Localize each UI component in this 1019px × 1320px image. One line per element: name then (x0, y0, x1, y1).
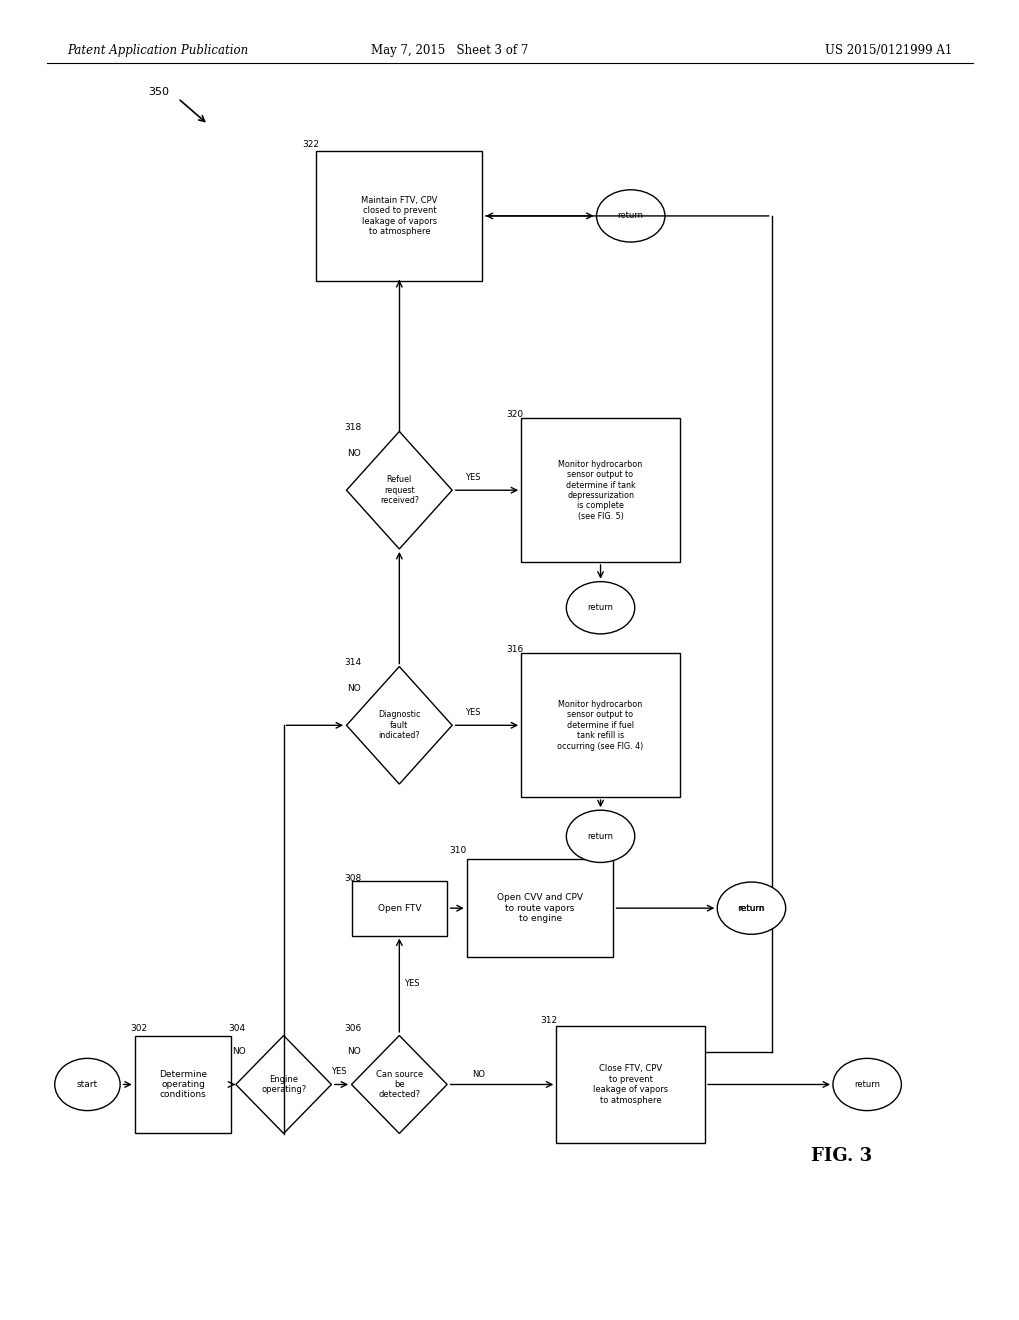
Text: NO: NO (347, 449, 361, 458)
Text: Monitor hydrocarbon
sensor output to
determine if tank
depressurization
is compl: Monitor hydrocarbon sensor output to det… (557, 459, 642, 520)
FancyBboxPatch shape (555, 1026, 704, 1143)
Text: YES: YES (404, 979, 420, 989)
Text: start: start (76, 1080, 98, 1089)
Text: Refuel
request
received?: Refuel request received? (379, 475, 419, 506)
FancyBboxPatch shape (521, 653, 680, 797)
Ellipse shape (566, 810, 634, 862)
Text: 350: 350 (148, 87, 168, 96)
Text: 316: 316 (505, 645, 523, 653)
FancyBboxPatch shape (467, 859, 612, 957)
Text: 312: 312 (540, 1016, 556, 1026)
FancyBboxPatch shape (316, 150, 482, 281)
Text: 302: 302 (130, 1024, 148, 1032)
Text: FIG. 3: FIG. 3 (811, 1147, 871, 1166)
Text: 304: 304 (228, 1024, 246, 1032)
Text: return: return (618, 211, 643, 220)
Text: Diagnostic
fault
indicated?: Diagnostic fault indicated? (378, 710, 420, 741)
Ellipse shape (566, 582, 634, 634)
Text: 322: 322 (302, 140, 319, 149)
FancyBboxPatch shape (352, 880, 446, 936)
Text: Close FTV, CPV
to prevent
leakage of vapors
to atmosphere: Close FTV, CPV to prevent leakage of vap… (593, 1064, 667, 1105)
Text: 308: 308 (343, 874, 361, 883)
FancyBboxPatch shape (521, 418, 680, 562)
Text: US 2015/0121999 A1: US 2015/0121999 A1 (824, 44, 952, 57)
Text: Maintain FTV, CPV
closed to prevent
leakage of vapors
to atmosphere: Maintain FTV, CPV closed to prevent leak… (361, 195, 437, 236)
Text: NO: NO (472, 1069, 484, 1078)
Text: Monitor hydrocarbon
sensor output to
determine if fuel
tank refill is
occurring : Monitor hydrocarbon sensor output to det… (556, 700, 643, 751)
Text: 310: 310 (449, 846, 467, 855)
Text: 314: 314 (343, 659, 361, 667)
Text: return: return (587, 603, 613, 612)
Text: NO: NO (347, 684, 361, 693)
Polygon shape (346, 432, 451, 549)
Text: 306: 306 (343, 1024, 361, 1032)
Text: Engine
operating?: Engine operating? (261, 1074, 306, 1094)
Polygon shape (352, 1035, 446, 1134)
Ellipse shape (716, 882, 785, 935)
Text: return: return (738, 904, 763, 912)
Text: return: return (737, 904, 764, 912)
Text: YES: YES (465, 708, 480, 717)
Text: YES: YES (465, 473, 480, 482)
Text: 318: 318 (343, 422, 361, 432)
Text: Can source
be
detected?: Can source be detected? (375, 1069, 423, 1100)
Text: Determine
operating
conditions: Determine operating conditions (159, 1069, 207, 1100)
Text: NO: NO (231, 1047, 246, 1056)
Ellipse shape (833, 1059, 901, 1110)
Polygon shape (346, 667, 451, 784)
Text: return: return (853, 1080, 879, 1089)
Polygon shape (235, 1035, 331, 1134)
Text: May 7, 2015   Sheet 3 of 7: May 7, 2015 Sheet 3 of 7 (371, 44, 528, 57)
FancyBboxPatch shape (136, 1035, 230, 1134)
Text: return: return (587, 832, 613, 841)
Ellipse shape (596, 190, 664, 242)
Ellipse shape (55, 1059, 120, 1110)
Text: NO: NO (347, 1047, 361, 1056)
Text: YES: YES (330, 1067, 346, 1076)
Text: Open FTV: Open FTV (377, 904, 421, 912)
Text: 320: 320 (505, 411, 523, 418)
Text: Open CVV and CPV
to route vapors
to engine: Open CVV and CPV to route vapors to engi… (496, 894, 583, 923)
Text: Patent Application Publication: Patent Application Publication (67, 44, 249, 57)
